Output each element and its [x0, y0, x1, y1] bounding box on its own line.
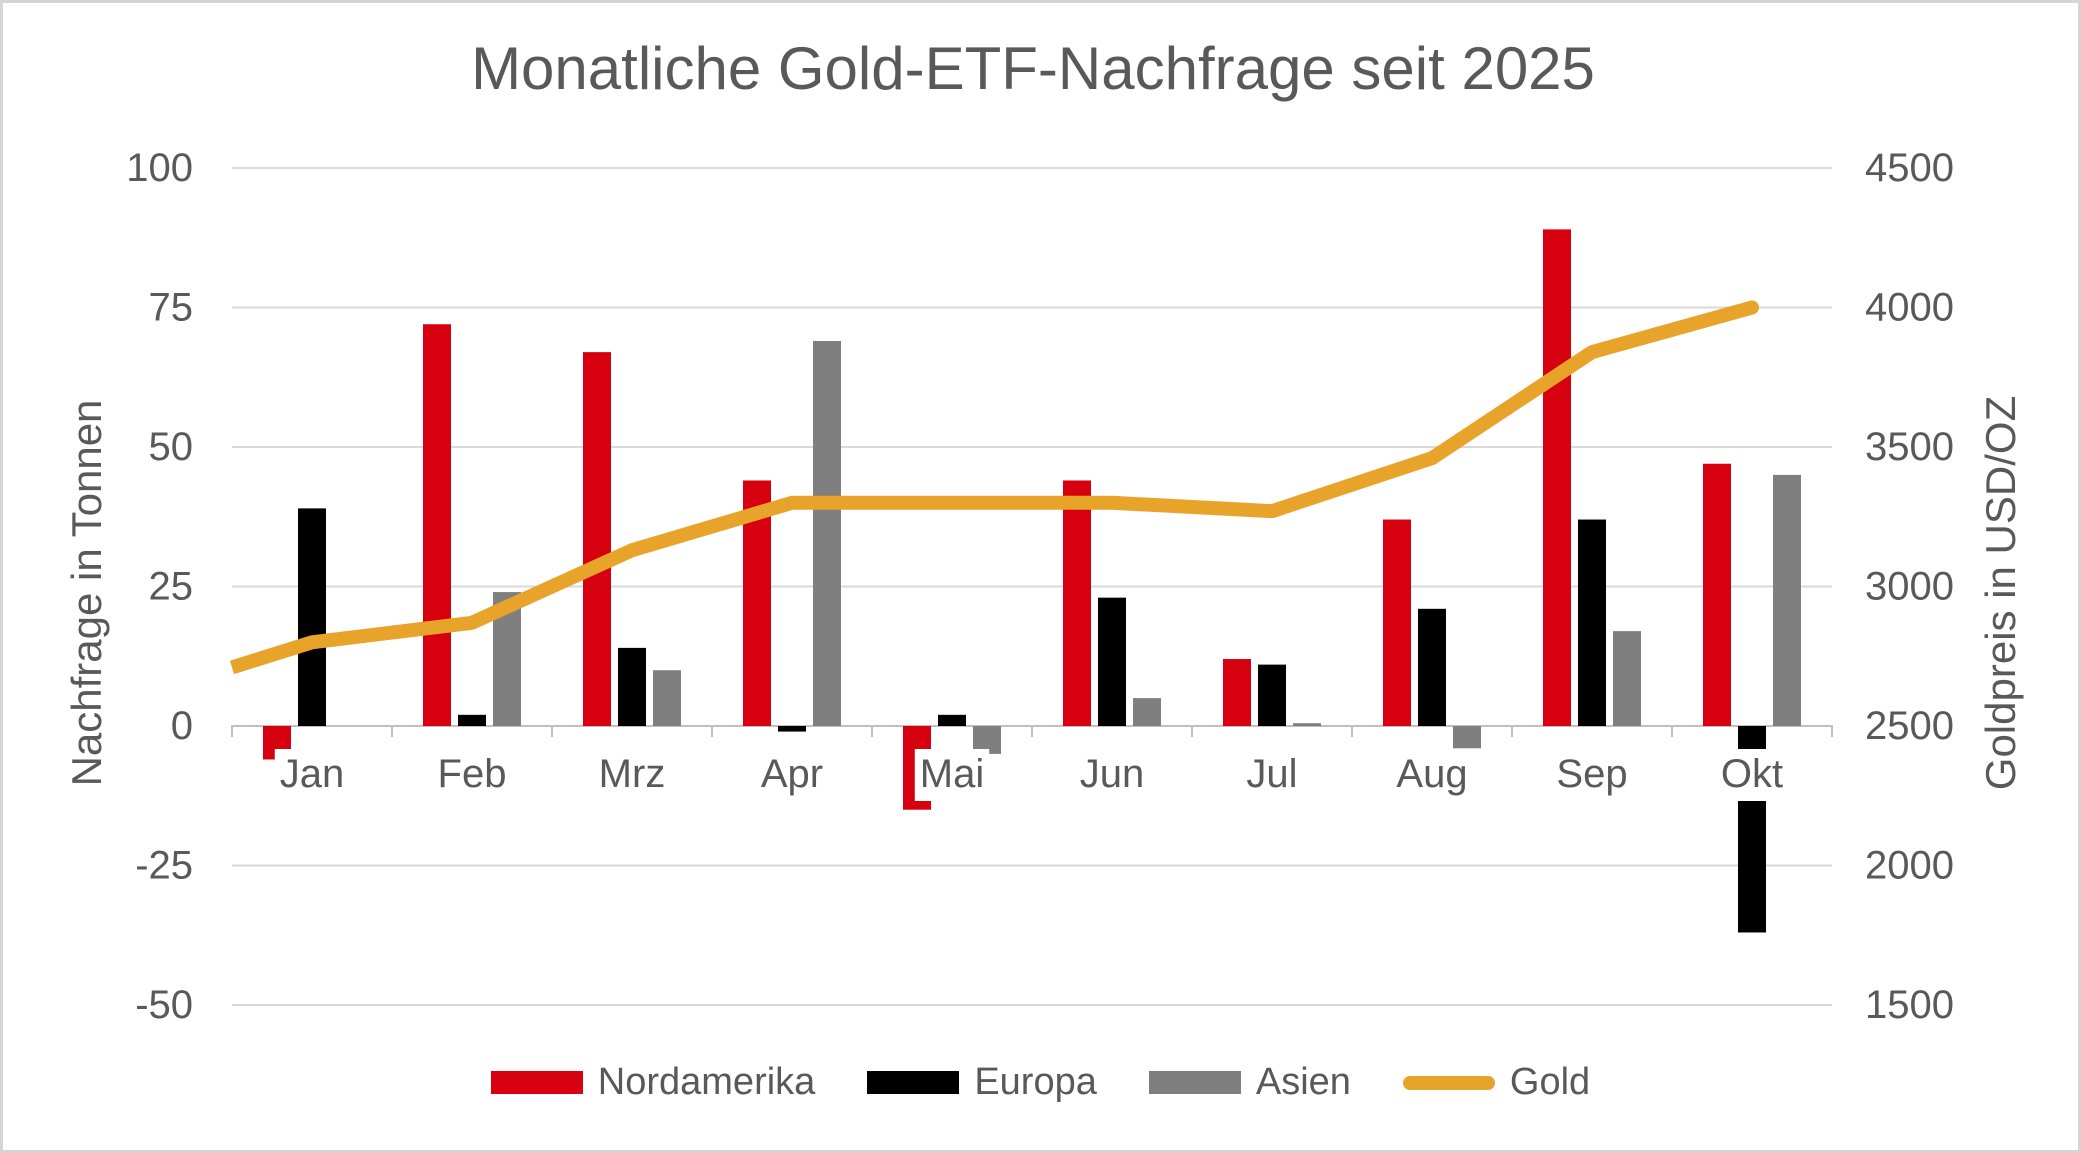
right-axis-title: Goldpreis in USD/OZ — [1977, 395, 2024, 791]
month-label-bg — [755, 749, 829, 801]
month-label-bg — [1391, 749, 1473, 801]
bar-nordamerika-aug — [1383, 519, 1411, 726]
left-tick-label: 50 — [149, 425, 194, 469]
month-label: Okt — [1721, 752, 1783, 796]
plot-area: 100 4500 75 4000 50 3500 25 3000 0 2500 -25 2000 -50… — [126, 146, 1954, 1027]
right-tick-label: 4000 — [1865, 286, 1954, 330]
month-label-bg — [593, 749, 671, 801]
legend-item-europa: Europa — [867, 1061, 1097, 1104]
legend-label: Gold — [1509, 1061, 1591, 1103]
month-label-bg — [1074, 749, 1150, 801]
legend-label: Asien — [1255, 1061, 1351, 1103]
bar-nordamerika-okt — [1703, 463, 1731, 726]
bar-nordamerika-feb — [423, 324, 451, 726]
bar-europa-jun — [1098, 597, 1126, 726]
legend-item-gold: Gold — [1402, 1061, 1591, 1104]
month-label: Jun — [1080, 752, 1145, 796]
bar-nordamerika-jul — [1223, 659, 1251, 726]
month-label: Jul — [1246, 752, 1297, 796]
left-tick-label: 0 — [171, 704, 193, 748]
legend-item-asien: Asien — [1148, 1061, 1351, 1104]
bar-asien-okt — [1773, 474, 1801, 726]
bar-asien-aug — [1453, 726, 1481, 749]
bar-asien-mrz — [653, 670, 681, 726]
month-label: Sep — [1556, 752, 1627, 796]
month-label-bg — [1241, 749, 1303, 801]
month-label: Mai — [920, 752, 984, 796]
bar-nordamerika-mrz — [583, 352, 611, 726]
bar-europa-jul — [1258, 664, 1286, 726]
bar-europa-aug — [1418, 608, 1446, 726]
bar-nordamerika-sep — [1543, 229, 1571, 726]
bar-europa-sep — [1578, 519, 1606, 726]
right-tick-label: 3000 — [1865, 565, 1954, 609]
chart-title: Monatliche Gold-ETF-Nachfrage seit 2025 — [471, 35, 1595, 102]
bar-asien-sep — [1613, 631, 1641, 726]
left-tick-label: 75 — [149, 286, 194, 330]
right-tick-label: 1500 — [1865, 983, 1954, 1027]
left-tick-label: 100 — [126, 146, 193, 190]
gold-line-end-cap — [1745, 300, 1759, 315]
month-label-bg — [1551, 749, 1633, 801]
asien-swatch-icon — [1148, 1071, 1241, 1094]
left-tick-label: 25 — [149, 565, 194, 609]
right-tick-label: 2500 — [1865, 704, 1954, 748]
gold-line-swatch-icon — [1402, 1075, 1495, 1090]
legend: Nordamerika Europa Asien Gold — [3, 1061, 2078, 1104]
bar-europa-apr — [778, 726, 806, 732]
right-tick-label: 3500 — [1865, 425, 1954, 469]
left-tick-label: -50 — [135, 983, 193, 1027]
month-label: Mrz — [599, 752, 666, 796]
month-label-bg — [1715, 749, 1789, 801]
bar-asien-jun — [1133, 698, 1161, 726]
gold-price-line — [229, 300, 1754, 675]
month-label: Aug — [1396, 752, 1467, 796]
legend-label: Europa — [974, 1061, 1097, 1103]
right-tick-label: 2000 — [1865, 844, 1954, 888]
left-axis-title: Nachfrage in Tonnen — [63, 399, 110, 787]
bar-europa-feb — [458, 714, 486, 726]
europa-swatch-icon — [867, 1071, 960, 1094]
legend-item-nordamerika: Nordamerika — [490, 1061, 816, 1104]
bar-asien-jul — [1293, 723, 1321, 726]
bar-europa-mrz — [618, 647, 646, 726]
left-tick-label: -25 — [135, 844, 193, 888]
month-label: Feb — [438, 752, 507, 796]
month-label: Apr — [761, 752, 823, 796]
bar-europa-mai — [938, 714, 966, 726]
nordamerika-swatch-icon — [490, 1071, 583, 1094]
right-tick-label: 4500 — [1865, 146, 1954, 190]
bar-nordamerika-jun — [1063, 480, 1091, 726]
month-label: Jan — [280, 752, 345, 796]
bar-asien-apr — [813, 340, 841, 726]
legend-label: Nordamerika — [597, 1061, 816, 1103]
month-label-bg — [914, 749, 990, 801]
bar-europa-jan — [298, 508, 326, 726]
month-label-bg — [432, 749, 512, 801]
month-label-bg — [274, 749, 350, 801]
